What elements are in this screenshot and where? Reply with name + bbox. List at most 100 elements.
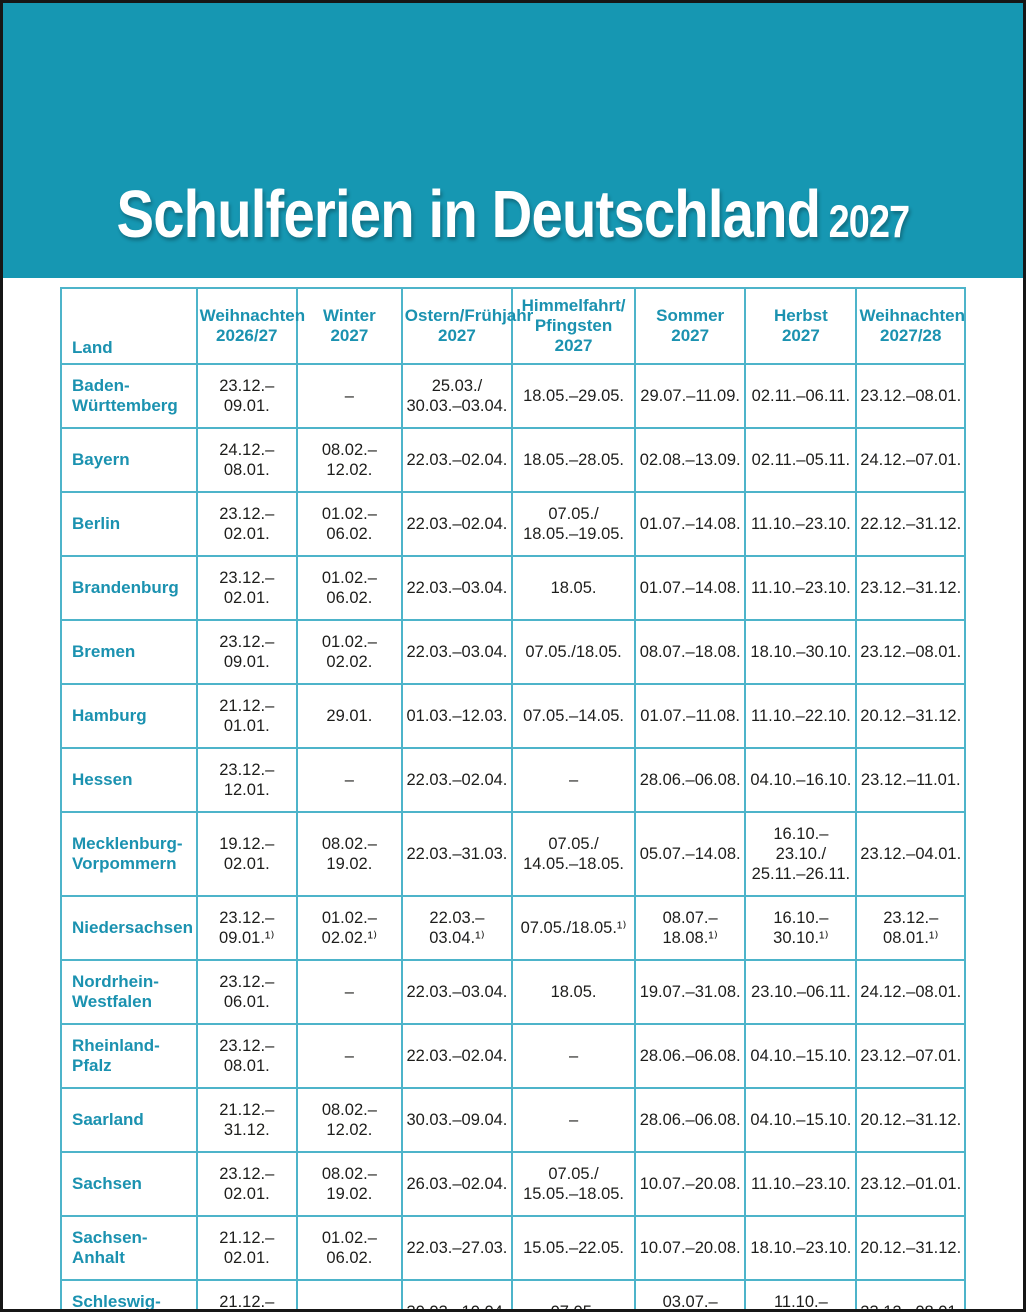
page-title-year: 2027 [828, 196, 911, 247]
date-cell: 18.05.–29.05. [511, 363, 637, 429]
date-cell: 08.02.–12.02. [295, 427, 403, 493]
date-cell: 23.12.–08.01.¹⁾ [855, 895, 966, 961]
date-cell: 22.03.–02.04. [400, 1023, 514, 1089]
date-cell: 23.12.–11.01. [855, 747, 966, 813]
land-cell: Hamburg [60, 683, 198, 749]
date-cell: 22.03.–03.04.¹⁾ [400, 895, 514, 961]
date-cell: 23.12.–09.01. [195, 619, 298, 685]
date-cell: 23.12.–09.01. [195, 363, 298, 429]
table-row: Brandenburg 23.12.–02.01. 01.02.–06.02. 22.… [60, 555, 966, 621]
date-cell: 23.12.–02.01. [195, 1151, 298, 1217]
land-cell: Hessen [60, 747, 198, 813]
date-cell: 23.12.–02.01. [195, 491, 298, 557]
land-cell: Nordrhein- Westfalen [60, 959, 198, 1025]
date-cell: 03.07.–14.08.²⁾ [634, 1279, 747, 1309]
date-cell: 07.05./ 18.05.–19.05. [511, 491, 637, 557]
date-cell: 01.07.–14.08. [634, 555, 747, 621]
date-cell: 15.05.–22.05. [511, 1215, 637, 1281]
date-cell: – [511, 1023, 637, 1089]
land-cell: Saarland [60, 1087, 198, 1153]
date-cell: 21.12.–06.01. [195, 1279, 298, 1309]
date-cell: 18.05. [511, 959, 637, 1025]
date-cell: 01.02.–06.02. [295, 491, 403, 557]
date-cell: 02.11.–06.11. [744, 363, 858, 429]
table-row: Sachsen 23.12.–02.01. 08.02.–19.02. 26.03.–… [60, 1151, 966, 1217]
date-cell: 22.03.–03.04. [400, 959, 514, 1025]
table-row: Sachsen-Anhalt 21.12.–02.01. 01.02.–06.02.… [60, 1215, 966, 1281]
date-cell: 04.10.–15.10. [744, 1087, 858, 1153]
date-cell: 23.12.–02.01. [195, 555, 298, 621]
date-cell: 21.12.–31.12. [195, 1087, 298, 1153]
column-header: Ostern/Frühjahr 2027 [400, 287, 533, 365]
date-cell: 24.12.–07.01. [855, 427, 966, 493]
date-cell: – [295, 363, 403, 429]
land-cell: Niedersachsen [60, 895, 198, 961]
column-header: Weihnachten 2026/27 [195, 287, 305, 365]
date-cell: 11.10.–23.10. [744, 1151, 858, 1217]
table-row: Baden- Württemberg 23.12.–09.01. –25.03./ … [60, 363, 966, 429]
date-cell: 23.12.–01.01. [855, 1151, 966, 1217]
date-cell: 23.12.–07.01. [855, 1023, 966, 1089]
date-cell: 23.12.–08.01. [195, 1023, 298, 1089]
table-body: Baden- Württemberg 23.12.–09.01. –25.03./ … [60, 363, 966, 1309]
page-title: Schulferien in Deutschland 2027 [117, 181, 911, 248]
table-row: Saarland 21.12.–31.12. 08.02.–12.02. 30.03.… [60, 1087, 966, 1153]
date-cell: 07.05.–14.05. [511, 683, 637, 749]
date-cell: 07.05. [511, 1279, 637, 1309]
date-cell: 02.08.–13.09. [634, 427, 747, 493]
date-cell: 11.10.–23.10. [744, 555, 858, 621]
table-row: Schleswig- Holstein21.12.–06.01.–30.03.–… [60, 1279, 966, 1309]
date-cell: 08.02.–19.02. [295, 1151, 403, 1217]
date-cell: 30.03.–09.04. [400, 1087, 514, 1153]
table-row: Niedersachsen 23.12.–09.01.¹⁾ 01.02.–02.02… [60, 895, 966, 961]
date-cell: 18.05. [511, 555, 637, 621]
date-cell: 10.07.–20.08. [634, 1151, 747, 1217]
date-cell: 11.10.–23.10.²⁾ [744, 1279, 858, 1309]
date-cell: 16.10.–23.10./ 25.11.–26.11. [744, 811, 858, 897]
date-cell: – [295, 747, 403, 813]
date-cell: 19.07.–31.08. [634, 959, 747, 1025]
date-cell: 20.12.–31.12. [855, 1215, 966, 1281]
date-cell: 08.07.–18.08.¹⁾ [634, 895, 747, 961]
land-cell: Bayern [60, 427, 198, 493]
table-row: Mecklenburg- Vorpommern 19.12.–02.01. 08.0… [60, 811, 966, 897]
date-cell: – [295, 1279, 403, 1309]
date-cell: 07.05./ 15.05.–18.05. [511, 1151, 637, 1217]
column-header: Sommer 2027 [634, 287, 747, 365]
date-cell: 01.02.–02.02.¹⁾ [295, 895, 403, 961]
column-header: Land [60, 287, 198, 365]
date-cell: 22.03.–03.04. [400, 619, 514, 685]
date-cell: 24.12.–08.01. [195, 427, 298, 493]
date-cell: 18.05.–28.05. [511, 427, 637, 493]
date-cell: 29.01. [295, 683, 403, 749]
date-cell: 23.12.–12.01. [195, 747, 298, 813]
date-cell: 25.03./ 30.03.–03.04. [400, 363, 514, 429]
land-cell: Baden- Württemberg [60, 363, 198, 429]
date-cell: 22.03.–31.03. [400, 811, 514, 897]
date-cell: – [511, 747, 637, 813]
date-cell: 29.07.–11.09. [634, 363, 747, 429]
table-row: Berlin 23.12.–02.01. 01.02.–06.02. 22.03.–0… [60, 491, 966, 557]
table-row: Nordrhein- Westfalen 23.12.–06.01. –22.03.… [60, 959, 966, 1025]
table-row: Hessen 23.12.–12.01. –22.03.–02.04. –28.06.… [60, 747, 966, 813]
land-cell: Rheinland-Pfalz [60, 1023, 198, 1089]
page-title-text: Schulferien in Deutschland [116, 177, 822, 252]
date-cell: 07.05./18.05. [511, 619, 637, 685]
date-cell: 23.12.–04.01. [855, 811, 966, 897]
date-cell: 02.11.–05.11. [744, 427, 858, 493]
date-cell: 23.12.–06.01. [195, 959, 298, 1025]
date-cell: 01.07.–14.08. [634, 491, 747, 557]
land-cell: Brandenburg [60, 555, 198, 621]
date-cell: – [295, 959, 403, 1025]
date-cell: 01.02.–06.02. [295, 1215, 403, 1281]
date-cell: 07.05./18.05.¹⁾ [511, 895, 637, 961]
land-cell: Sachsen [60, 1151, 198, 1217]
date-cell: 22.03.–02.04. [400, 427, 514, 493]
date-cell: – [511, 1087, 637, 1153]
date-cell: 21.12.–02.01. [195, 1215, 298, 1281]
table-row: Bayern 24.12.–08.01. 08.02.–12.02. 22.03.–0… [60, 427, 966, 493]
date-cell: 20.12.–31.12. [855, 1087, 966, 1153]
date-cell: 04.10.–15.10. [744, 1023, 858, 1089]
date-cell: 23.12.–08.01. [855, 619, 966, 685]
date-cell: 22.03.–27.03. [400, 1215, 514, 1281]
